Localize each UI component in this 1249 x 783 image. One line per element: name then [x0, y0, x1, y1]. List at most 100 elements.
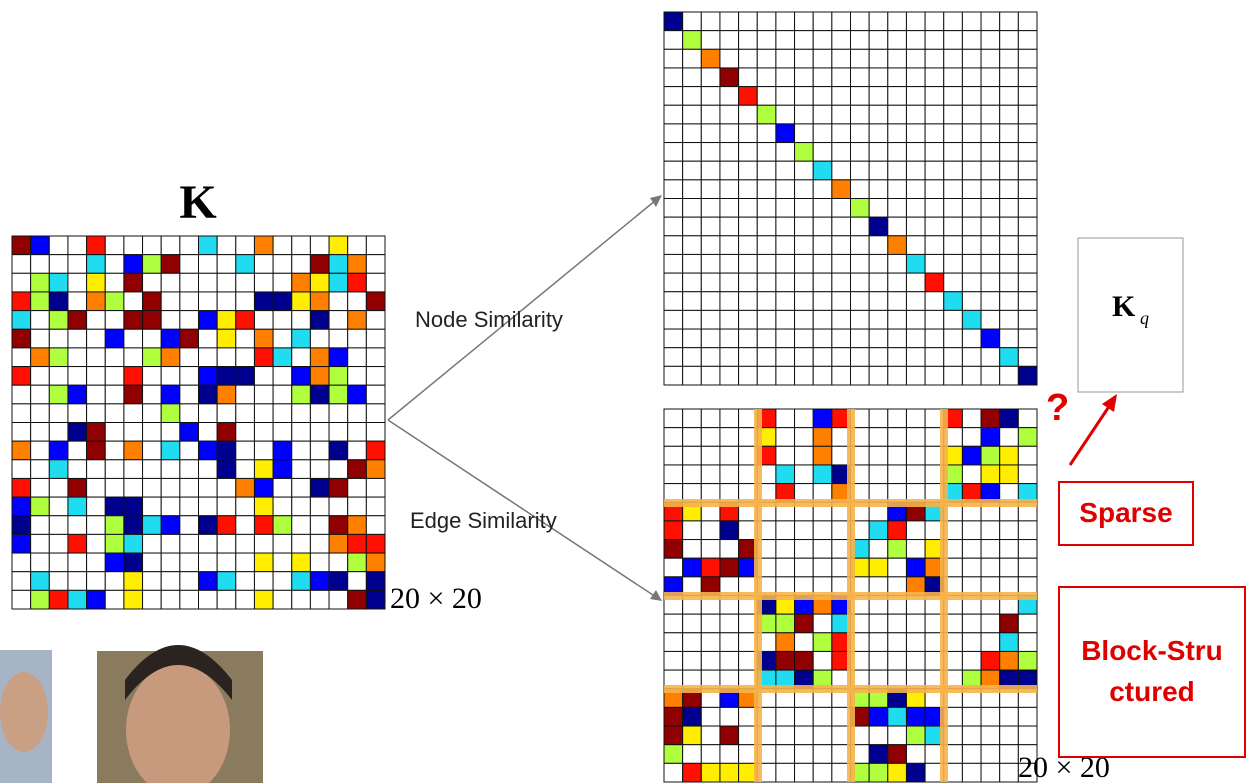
cell [236, 348, 255, 367]
cell [68, 385, 87, 404]
cell [1018, 31, 1037, 50]
cell [273, 385, 292, 404]
cell [180, 367, 199, 386]
cell [348, 255, 367, 274]
cell [701, 310, 720, 329]
cell [795, 446, 814, 465]
cell [981, 124, 1000, 143]
cell [739, 49, 758, 68]
cell [31, 273, 50, 292]
cell [180, 329, 199, 348]
cell [31, 329, 50, 348]
cell [851, 105, 870, 124]
block-line [664, 499, 1037, 507]
cell [925, 12, 944, 31]
cell [906, 763, 925, 782]
cell [701, 446, 720, 465]
cell [701, 558, 720, 577]
cell [87, 423, 106, 442]
cell [944, 254, 963, 273]
cell [87, 273, 106, 292]
cell [925, 236, 944, 255]
cell [161, 311, 180, 330]
cell [981, 465, 1000, 484]
cell [795, 31, 814, 50]
cell [664, 465, 683, 484]
cell [869, 745, 888, 764]
cell [869, 446, 888, 465]
cell [776, 329, 795, 348]
cell [776, 199, 795, 218]
cell [124, 292, 143, 311]
cell [329, 255, 348, 274]
cell [888, 366, 907, 385]
cell [795, 217, 814, 236]
cell [31, 553, 50, 572]
cell [813, 348, 832, 367]
cell [310, 460, 329, 479]
cell [329, 367, 348, 386]
cell [869, 310, 888, 329]
cell [683, 540, 702, 559]
cell [292, 236, 311, 255]
cell [1000, 124, 1019, 143]
cell [981, 180, 1000, 199]
cell [1018, 292, 1037, 311]
cell [795, 707, 814, 726]
cell [720, 254, 739, 273]
cell [254, 404, 273, 423]
cell [199, 553, 218, 572]
cell [87, 329, 106, 348]
cell [739, 310, 758, 329]
cell [236, 441, 255, 460]
cell [962, 161, 981, 180]
cell [254, 348, 273, 367]
cell [49, 404, 68, 423]
cell [720, 161, 739, 180]
cell [776, 124, 795, 143]
cell [1000, 236, 1019, 255]
cell [12, 572, 31, 591]
cell [701, 273, 720, 292]
cell [720, 558, 739, 577]
cell [776, 540, 795, 559]
cell [180, 311, 199, 330]
cell [124, 329, 143, 348]
cell [757, 199, 776, 218]
cell [68, 572, 87, 591]
cell [31, 236, 50, 255]
cell [776, 49, 795, 68]
cell [310, 478, 329, 497]
cell [851, 124, 870, 143]
cell [217, 329, 236, 348]
cell [664, 217, 683, 236]
cell [795, 105, 814, 124]
cell [124, 460, 143, 479]
cell [962, 273, 981, 292]
cell [329, 516, 348, 535]
cell [962, 143, 981, 162]
cell [776, 633, 795, 652]
cell [720, 143, 739, 162]
cell [832, 273, 851, 292]
cell [776, 745, 795, 764]
cell [1018, 428, 1037, 447]
cell [348, 423, 367, 442]
cell [851, 236, 870, 255]
cell [795, 348, 814, 367]
cell [292, 348, 311, 367]
cell [1000, 180, 1019, 199]
cell [981, 614, 1000, 633]
cell [757, 348, 776, 367]
cell [683, 292, 702, 311]
cell [720, 409, 739, 428]
cell [664, 49, 683, 68]
cell [813, 254, 832, 273]
cell [813, 180, 832, 199]
cell [888, 409, 907, 428]
cell [869, 651, 888, 670]
cell [310, 553, 329, 572]
cell [739, 366, 758, 385]
cell [795, 409, 814, 428]
cell [12, 534, 31, 553]
